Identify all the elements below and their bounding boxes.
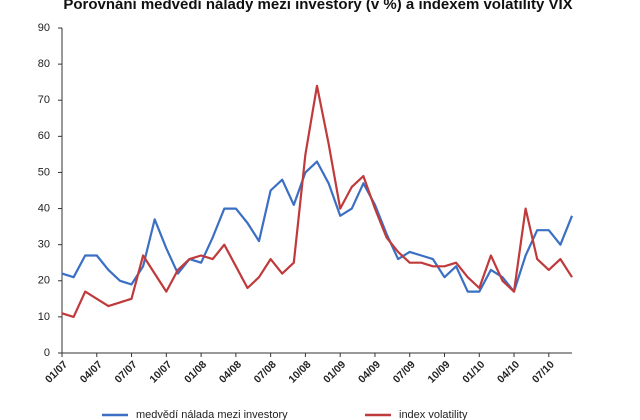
y-tick-label: 60 [38, 130, 50, 142]
y-tick-label: 0 [44, 347, 50, 359]
chart-title: Porovnání medvědí nálady mezi investory … [63, 0, 572, 13]
x-tick-label: 07/07 [113, 358, 140, 385]
x-tick-label: 07/08 [252, 358, 279, 385]
y-tick-label: 70 [38, 94, 50, 106]
x-tick-label: 07/09 [391, 358, 418, 385]
y-tick-label: 30 [38, 239, 50, 251]
x-tick-label: 01/07 [43, 358, 70, 385]
legend-label: index volatility [399, 409, 468, 420]
y-tick-label: 10 [38, 311, 50, 323]
x-tick-label: 04/07 [78, 358, 105, 385]
x-tick-label: 07/10 [530, 358, 557, 385]
y-tick-label: 50 [38, 166, 50, 178]
legend-label: medvědí nálada mezi investory [136, 409, 288, 420]
y-tick-label: 80 [38, 58, 50, 70]
x-tick-label: 04/10 [495, 358, 522, 385]
x-tick-label: 10/07 [147, 358, 174, 385]
x-tick-label: 01/09 [321, 358, 348, 385]
x-tick-label: 10/08 [286, 358, 313, 385]
series-line [61, 84, 573, 318]
x-tick-label: 04/09 [356, 358, 383, 385]
x-tick-label: 01/10 [460, 358, 487, 385]
x-tick-label: 04/08 [217, 358, 244, 385]
y-tick-label: 90 [38, 22, 50, 34]
y-tick-label: 40 [38, 202, 50, 214]
x-tick-label: 01/08 [182, 358, 209, 385]
series-line [61, 160, 574, 293]
x-tick-label: 10/09 [426, 358, 453, 385]
y-tick-label: 20 [38, 275, 50, 287]
